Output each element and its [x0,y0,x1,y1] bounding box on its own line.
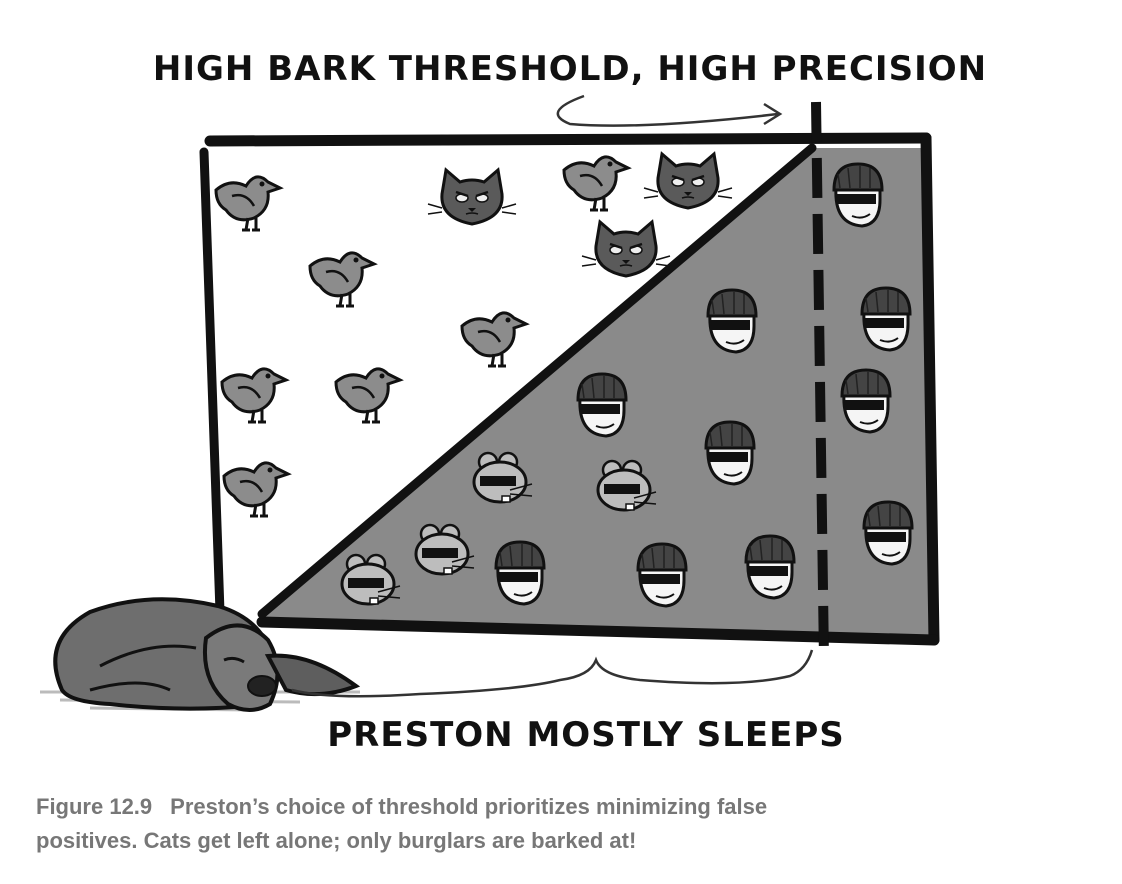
burglar-face-icon [706,288,758,354]
burglar-face-icon [494,540,546,606]
bird-icon [214,175,282,232]
bird-icon [334,367,402,424]
bird-icon [222,461,290,518]
burglar-face-icon [636,542,688,608]
bird-icon [562,155,630,212]
frame-top-edge [204,132,932,147]
bird-icon [460,311,528,368]
caption-line-1: Figure 12.9 Preston’s choice of threshold… [36,790,1096,824]
burglar-face-icon [744,534,796,600]
figure-caption: Figure 12.9 Preston’s choice of threshold… [36,790,1096,858]
bottom-label: PRESTON MOSTLY SLEEPS [327,715,844,755]
burglar-face-icon [860,286,912,352]
cat-face-icon [642,152,734,210]
cat-face-icon [580,220,672,278]
burglar-face-icon [704,420,756,486]
caption-text-line-2: positives. Cats get left alone; only bur… [36,828,637,853]
bird-icon [308,251,376,308]
arrow-head-icon [763,102,783,126]
figure-number: Figure 12.9 [36,794,153,819]
top-label: HIGH BARK THRESHOLD, HIGH PRECISION [153,49,987,89]
cat-face-icon [426,168,518,226]
diagonal-boundary [257,143,817,619]
threshold-illustration: HIGH BARK THRESHOLD, HIGH PRECISION [40,49,987,755]
frame-left-edge [199,147,225,617]
brace-icon [291,649,814,698]
threshold-line [811,101,829,661]
threshold-arrow-icon [556,94,779,127]
caption-text-line-1: Preston’s choice of threshold prioritize… [170,794,768,819]
burglar-face-icon [832,162,884,228]
burglar-face-icon [576,372,628,438]
burglar-face-icon [862,500,914,566]
burglar-face-icon [840,368,892,434]
frame-right-edge [920,132,940,646]
bird-icon [220,367,288,424]
